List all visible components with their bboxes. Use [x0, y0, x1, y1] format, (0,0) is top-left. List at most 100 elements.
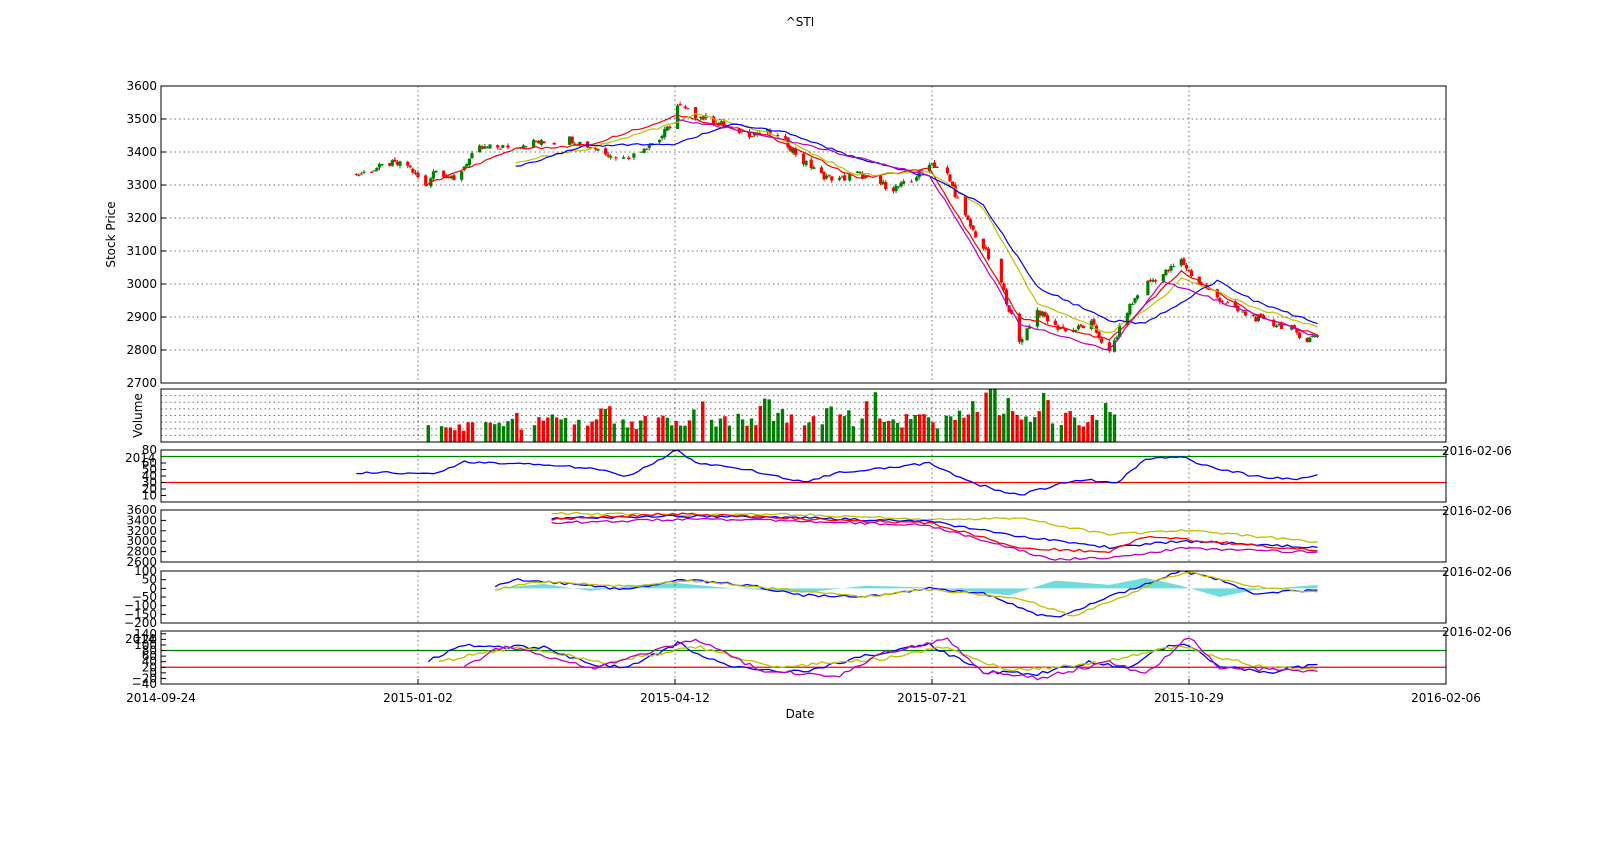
volume-bar [546, 417, 550, 442]
candle-body [1074, 330, 1078, 332]
y-tick-label: 30 [142, 476, 157, 490]
volume-bar [966, 414, 971, 442]
volume-bar [1064, 412, 1068, 442]
y-tick-label: 3600 [126, 503, 157, 517]
volume-bar [1090, 414, 1095, 442]
volume-bar [554, 417, 559, 442]
candle-body [894, 185, 898, 192]
candle-body [974, 231, 978, 238]
volume-bar [678, 425, 683, 442]
candle-body [1061, 326, 1065, 328]
candle-body [1082, 326, 1086, 329]
volume-bar [780, 409, 785, 442]
y-tick-label: 10 [142, 489, 157, 503]
candle-body [370, 171, 374, 173]
volume-bar [878, 418, 882, 442]
candle-body [604, 148, 608, 155]
volume-bar [895, 422, 900, 442]
candle-body [442, 170, 446, 178]
candle-body [1136, 295, 1140, 299]
candle-body [1171, 266, 1176, 268]
candle-body [1007, 305, 1011, 312]
candle-body [470, 153, 474, 159]
candle-body [568, 136, 572, 145]
moving-average-line [515, 112, 1318, 334]
y-tick-label: 50 [142, 573, 157, 587]
candle-body [701, 116, 705, 120]
volume-bar [829, 406, 833, 442]
candle-body [1146, 280, 1150, 296]
volume-bar [1081, 426, 1086, 442]
candle-body [452, 175, 456, 181]
candle-body [627, 157, 631, 160]
panel-frame [160, 85, 1447, 384]
volume-bar [820, 424, 824, 442]
candle-body [1251, 315, 1255, 317]
candle-body [917, 170, 921, 178]
candle-body [1161, 274, 1165, 282]
y-tick-label: 0 [149, 666, 157, 680]
candle-body [506, 145, 510, 148]
y-tick-label: 3000 [126, 277, 157, 291]
volume-bar [501, 426, 506, 442]
panel-2: Volume [131, 388, 1447, 443]
candle-body [1225, 302, 1230, 304]
volume-bar [1002, 413, 1006, 442]
candle-body [1125, 313, 1129, 326]
volume-bar [851, 426, 855, 442]
candle-body [542, 141, 546, 144]
volume-bar [599, 408, 603, 442]
candle-body [552, 142, 556, 145]
volume-bar [426, 425, 430, 442]
candle-body [920, 169, 924, 171]
candle-body [480, 146, 484, 149]
volume-bar [674, 420, 678, 442]
volume-bar [457, 424, 461, 442]
candle-body [1028, 326, 1032, 329]
volume-bar [687, 420, 692, 442]
candle-body [1153, 280, 1158, 282]
y-tick-label: −100 [124, 599, 157, 613]
volume-bar [758, 406, 763, 442]
volume-bar [1077, 425, 1081, 442]
volume-bar [683, 425, 687, 442]
candle-body [1279, 323, 1284, 329]
candle-body [606, 154, 610, 157]
candle-body [660, 135, 664, 139]
candle-body [830, 176, 834, 181]
volume-bar [776, 412, 780, 442]
candle-body [768, 129, 772, 135]
panel-frame [160, 388, 1447, 443]
volume-bar [749, 418, 754, 442]
candle-body [891, 187, 896, 192]
candle-body [932, 162, 937, 169]
volume-bar [1028, 421, 1033, 442]
candle-body [914, 177, 919, 181]
volume-bar [948, 416, 953, 442]
candle-body [665, 126, 669, 131]
candle-body [1020, 339, 1024, 343]
volume-bar [537, 417, 541, 442]
volume-bar [926, 417, 931, 442]
volume-bar [740, 419, 745, 442]
candle-body [1064, 327, 1068, 332]
candle-body [521, 145, 525, 148]
candle-body [488, 144, 492, 149]
volume-bar [661, 415, 665, 442]
candle-body [537, 140, 541, 144]
volume-bar [444, 427, 448, 442]
candle-body [902, 181, 906, 184]
candle-body [465, 164, 469, 167]
volume-bar [931, 422, 935, 442]
candle-body [375, 167, 379, 171]
volume-bar [559, 419, 563, 442]
volume-bar [917, 414, 922, 442]
candle-body [1128, 303, 1132, 315]
volume-bar [639, 420, 643, 442]
candle-body [398, 161, 402, 166]
candle-body [377, 163, 382, 168]
candle-body [879, 175, 883, 184]
candle-body [524, 146, 528, 148]
volume-bar [953, 419, 957, 442]
candle-body [570, 136, 574, 144]
